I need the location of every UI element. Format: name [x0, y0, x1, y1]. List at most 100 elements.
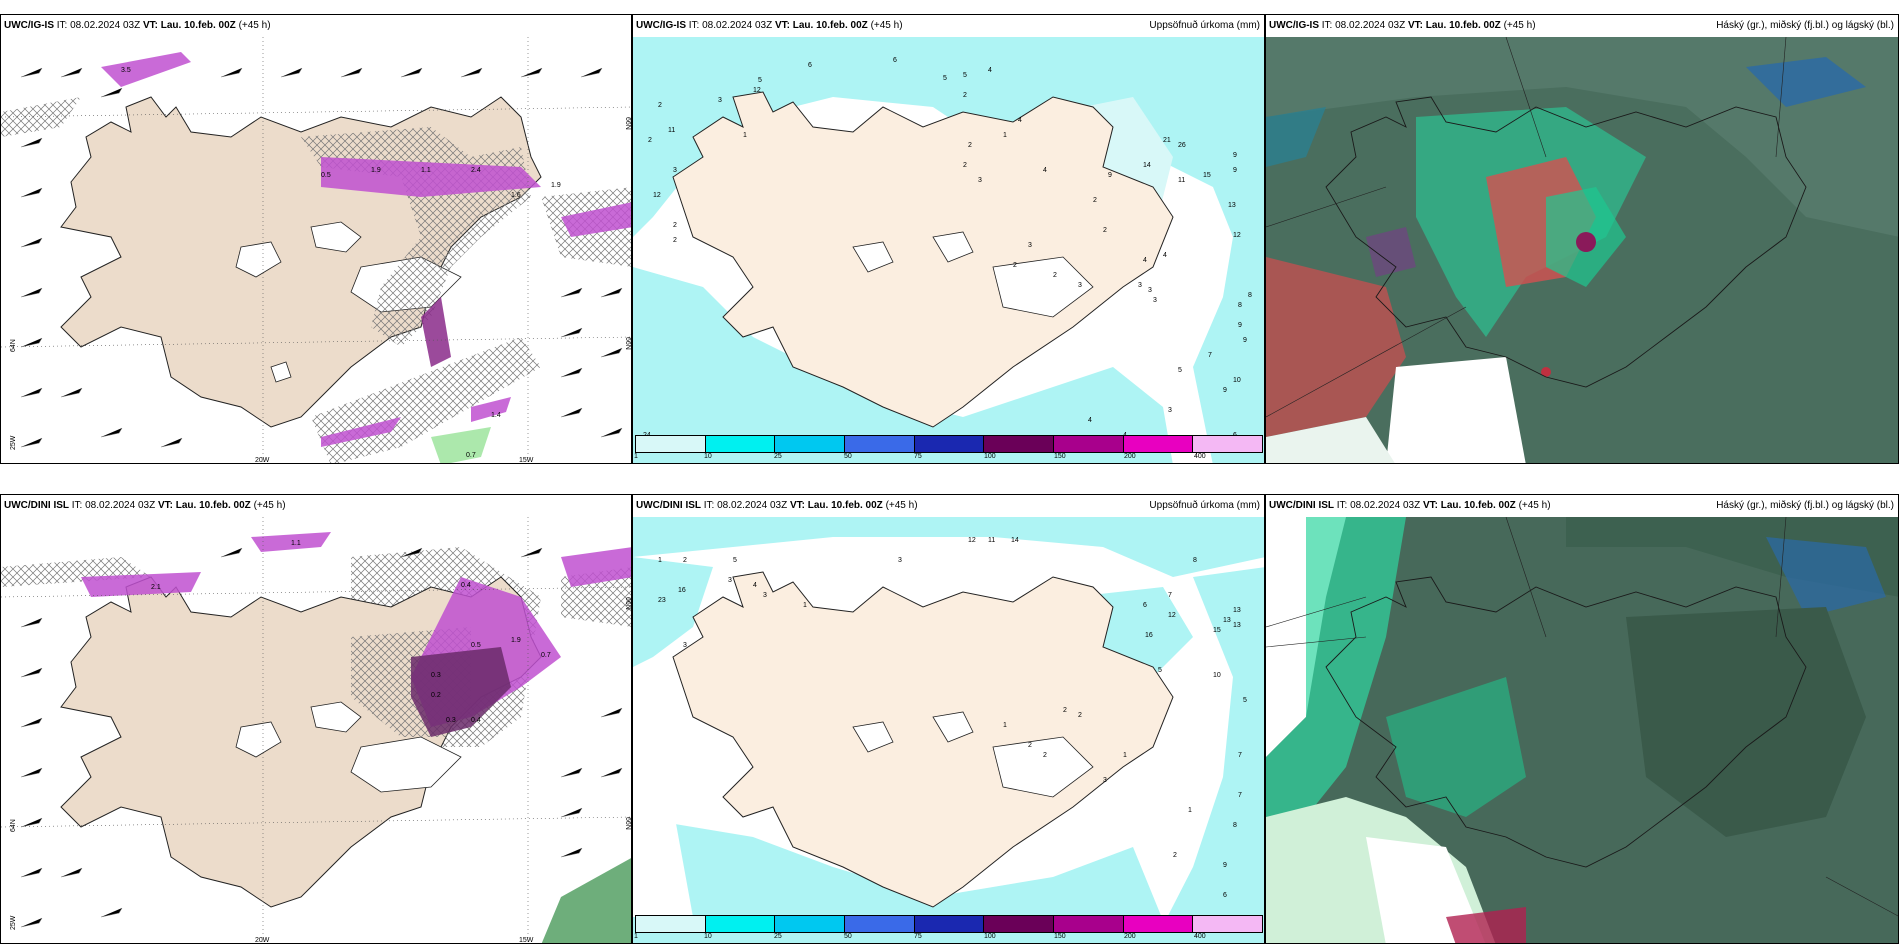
panel-clouds-ig-is: UWC/IG-IS IT: 08.02.2024 03Z VT: Lau. 10… [1265, 14, 1899, 464]
precip-value: 2 [1093, 197, 1097, 204]
precip-value: 3 [1028, 242, 1032, 249]
precip-value: 1 [1003, 132, 1007, 139]
precip-value: 8 [1248, 292, 1252, 299]
precip-value: 1 [803, 602, 807, 609]
snow-value: 3.5 [121, 67, 131, 74]
colorbar-segment [845, 436, 915, 452]
map-svg: 1.1 2.1 0.4 0.5 0.3 0.2 0.3 0.4 1.9 0.7 … [1, 517, 631, 943]
precip-value: 7 [1238, 752, 1242, 759]
lat-label: 64N [10, 819, 17, 832]
colorbar-label: 200 [1124, 453, 1136, 460]
it-value: 08.02.2024 03Z [1350, 500, 1421, 511]
precip-value: 13 [1233, 622, 1241, 629]
precip-value: 9 [1243, 337, 1247, 344]
vt-label: VT: [1407, 20, 1423, 31]
lon-label: 15W [519, 457, 534, 464]
snow-value: 1.1 [421, 167, 431, 174]
map-wind-snow: 3.5 0.5 1.9 1.1 2.4 1.9 1.6 1.4 0.7 20W … [1, 37, 631, 464]
lon-label: 25W [10, 915, 17, 930]
it-value: 08.02.2024 03Z [85, 500, 156, 511]
snow-value: 0.7 [541, 652, 551, 659]
precip-value: 8 [1238, 302, 1242, 309]
panel-header: UWC/DINI ISL IT: 08.02.2024 03Z VT: Lau.… [1266, 495, 1898, 517]
colorbar-label: 50 [844, 933, 852, 940]
precip-value: 5 [758, 77, 762, 84]
vt-label: VT: [789, 500, 805, 511]
colorbar-labels: 1 10 25 50 75 100 150 200 400 [634, 933, 1263, 943]
precip-value: 2 [1013, 262, 1017, 269]
colorbar-label: 400 [1194, 453, 1206, 460]
map-svg [1266, 37, 1898, 463]
lat-label: 66N [624, 597, 631, 610]
panel-title: Háský (gr.), miðský (fj.bl.) og lágský (… [1716, 20, 1894, 31]
colorbar-segment [705, 916, 776, 932]
it-label: IT: [688, 20, 700, 31]
lon-label: 25W [10, 435, 17, 450]
map-svg: 3.5 0.5 1.9 1.1 2.4 1.9 1.6 1.4 0.7 20W … [1, 37, 631, 464]
snow-value: 1.6 [511, 192, 521, 199]
precip-value: 2 [673, 222, 677, 229]
snow-value: 1.4 [491, 412, 501, 419]
snow-value: 1.9 [551, 182, 561, 189]
precip-value: 3 [1103, 777, 1107, 784]
precip-value: 13 [1228, 202, 1236, 209]
it-value: 08.02.2024 03Z [702, 20, 773, 31]
precip-value: 5 [963, 72, 967, 79]
precip-value: 12 [968, 537, 976, 544]
map-svg: 1 2 5 3 23 16 4 3 3 1 12 11 14 3 7 6 8 [633, 517, 1264, 943]
precip-value: 2 [673, 237, 677, 244]
colorbar-segment [705, 436, 776, 452]
vt-value: Lau. 10.feb. 00Z [160, 20, 236, 31]
precip-value: 8 [1233, 822, 1237, 829]
it-label: IT: [71, 500, 83, 511]
precip-value: 4 [1143, 257, 1147, 264]
precip-value: 4 [1043, 167, 1047, 174]
precip-value: 2 [968, 142, 972, 149]
panel-header: UWC/DINI ISL IT: 08.02.2024 03Z VT: Lau.… [1, 495, 631, 517]
precip-value: 13 [1233, 607, 1241, 614]
precip-values: 1 2 5 3 23 16 4 3 3 1 12 11 14 3 7 6 8 [658, 537, 1247, 924]
precip-value: 6 [1223, 892, 1227, 899]
colorbar-label: 100 [984, 453, 996, 460]
colorbar-label: 1 [634, 453, 638, 460]
lon-label: 20W [255, 457, 270, 464]
snow-value: 0.3 [446, 717, 456, 724]
precip-value: 5 [943, 75, 947, 82]
lead-time: (+45 h) [870, 20, 903, 31]
precip-value: 4 [1088, 417, 1092, 424]
precip-value: 12 [1168, 612, 1176, 619]
precip-value: 3 [718, 97, 722, 104]
colorbar-label: 10 [704, 453, 712, 460]
panel-header: UWC/IG-IS IT: 08.02.2024 03Z VT: Lau. 10… [1266, 15, 1898, 37]
panel-precip-ig-is: UWC/IG-IS IT: 08.02.2024 03Z VT: Lau. 10… [632, 14, 1265, 464]
snow-value: 0.4 [471, 717, 481, 724]
precip-value: 2 [1173, 852, 1177, 859]
precip-value: 5 [1243, 697, 1247, 704]
snow-value: 0.3 [431, 672, 441, 679]
snow-value: 0.5 [321, 172, 331, 179]
snow-value: 2.4 [471, 167, 481, 174]
colorbar-label: 10 [704, 933, 712, 940]
colorbar-label: 75 [914, 933, 922, 940]
precip-value: 3 [1153, 297, 1157, 304]
model-name: UWC/IG-IS [4, 20, 54, 31]
precip-value: 11 [1178, 177, 1185, 184]
lead-time: (+45 h) [253, 500, 286, 511]
lat-label: 66N [624, 817, 631, 830]
colorbar-segment [1193, 916, 1263, 932]
precip-values: 5 6 6 4 5 5 2 3 2 11 12 2 2 3 12 1 2 [643, 57, 1252, 439]
precip-value: 3 [683, 642, 687, 649]
precip-value: 16 [1145, 632, 1153, 639]
precip-value: 10 [1233, 377, 1241, 384]
colorbar-label: 100 [984, 933, 996, 940]
map-svg [1266, 517, 1898, 943]
panel-title: Háský (gr.), miðský (fj.bl.) og lágský (… [1716, 500, 1894, 511]
precip-value: 5 [1178, 367, 1182, 374]
precip-value: 3 [978, 177, 982, 184]
precip-value: 16 [678, 587, 686, 594]
precip-value: 3 [1148, 287, 1152, 294]
map-wind-snow: 1.1 2.1 0.4 0.5 0.3 0.2 0.3 0.4 1.9 0.7 … [1, 517, 631, 943]
row-dini-isl: UWC/DINI ISL IT: 08.02.2024 03Z VT: Lau.… [0, 494, 1900, 944]
panel-header: UWC/DINI ISL IT: 08.02.2024 03Z VT: Lau.… [633, 495, 1264, 517]
vt-value: Lau. 10.feb. 00Z [1440, 500, 1516, 511]
